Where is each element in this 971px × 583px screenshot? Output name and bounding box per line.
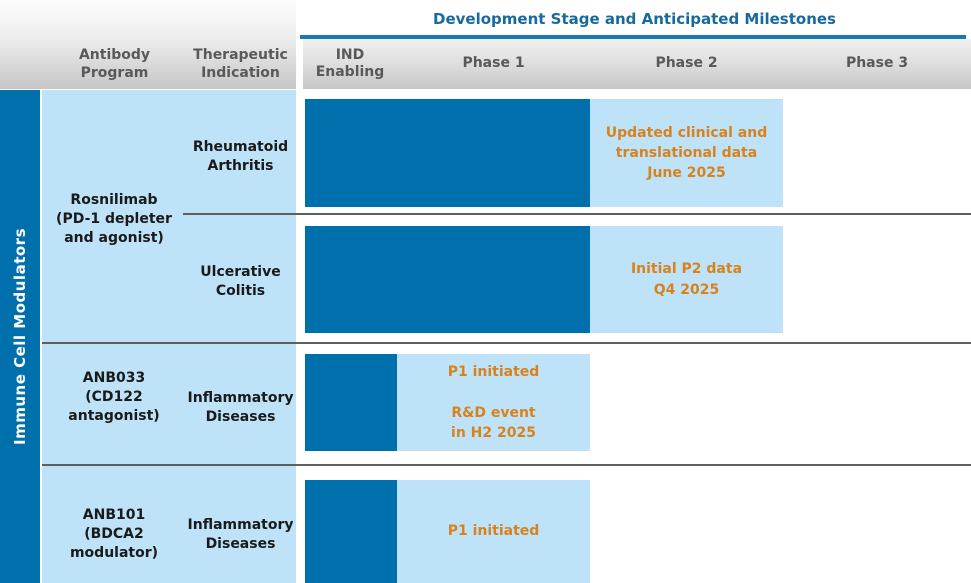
progress-bar-rosnilimab-ra: [305, 99, 590, 207]
left-header-background: [0, 0, 296, 89]
progress-bar-rosnilimab-uc: [305, 226, 590, 333]
header-underline: [300, 35, 966, 39]
column-header-antibody-program: Antibody Program: [78, 47, 151, 82]
milestone-text-rosnilimab-uc: Initial P2 data Q4 2025: [630, 261, 743, 298]
program-name-anb101: ANB101 (BDCA2 modulator): [69, 507, 159, 561]
stage-header-phase-2: Phase 2: [655, 55, 718, 72]
chart-title: Development Stage and Anticipated Milest…: [433, 10, 836, 28]
milestone-text-rosnilimab-ra: Updated clinical and translational data …: [605, 124, 768, 182]
milestone-text-anb101: P1 initiated: [447, 523, 540, 540]
divider-rosnilimab-indications: [183, 213, 971, 215]
milestone-bar-anb101: P1 initiated: [397, 480, 590, 583]
indication-inflammatory-diseases-anb033: Inflammatory Diseases: [187, 390, 294, 425]
program-column-background: [42, 90, 296, 583]
milestone-bar-rosnilimab-uc: Initial P2 data Q4 2025: [590, 226, 783, 333]
stage-header-row: IND Enabling Phase 1 Phase 2 Phase 3: [303, 39, 971, 89]
program-name-rosnilimab: Rosnilimab (PD-1 depleter and agonist): [56, 192, 172, 246]
column-header-therapeutic-indication: Therapeutic Indication: [193, 47, 288, 82]
category-label: Immune Cell Modulators: [11, 228, 29, 445]
divider-rosnilimab-anb033: [42, 342, 971, 344]
progress-bar-anb101: [305, 480, 397, 583]
indication-rheumatoid-arthritis: Rheumatoid Arthritis: [192, 139, 289, 174]
indication-inflammatory-diseases-anb101: Inflammatory Diseases: [187, 517, 294, 552]
category-sidebar: Immune Cell Modulators: [0, 90, 40, 583]
divider-anb033-anb101: [42, 464, 971, 466]
program-name-anb033: ANB033 (CD122 antagonist): [68, 370, 160, 424]
milestone-text-anb033: P1 initiated R&D event in H2 2025: [447, 363, 540, 441]
milestone-bar-anb033: P1 initiated R&D event in H2 2025: [397, 354, 590, 451]
indication-ulcerative-colitis: Ulcerative Colitis: [200, 264, 281, 299]
progress-bar-anb033: [305, 354, 397, 451]
milestone-bar-rosnilimab-ra: Updated clinical and translational data …: [590, 99, 783, 207]
stage-header-ind-enabling: IND Enabling: [315, 46, 385, 81]
stage-header-phase-1: Phase 1: [462, 55, 525, 72]
stage-header-phase-3: Phase 3: [845, 55, 909, 72]
